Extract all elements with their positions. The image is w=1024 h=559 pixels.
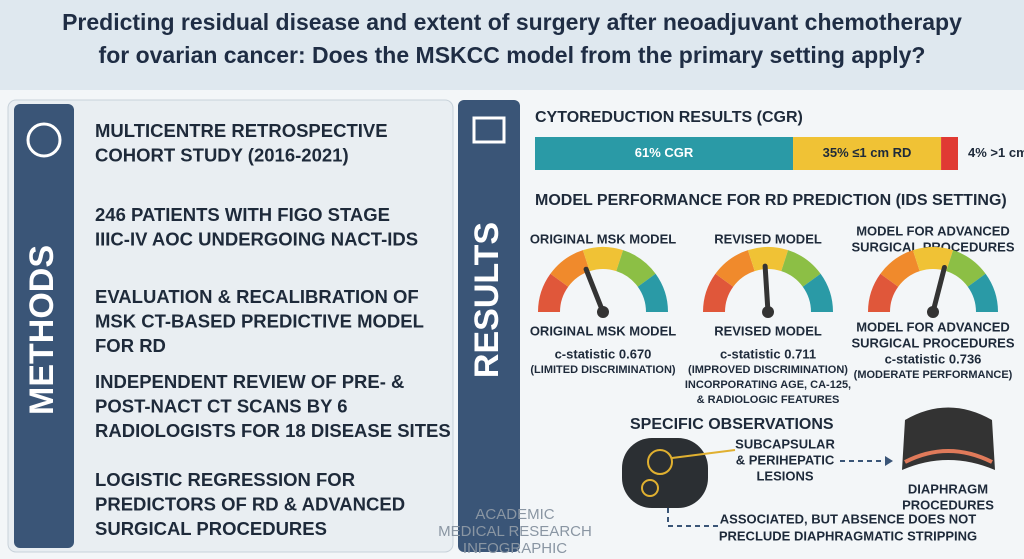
cgr-label: 4% >1 cm RD [968, 145, 1024, 160]
procedure-label: PROCEDURES [902, 497, 994, 512]
c-statistic: c-statistic 0.736 [885, 351, 982, 366]
gauge-arc [880, 250, 921, 288]
gear-icon [26, 122, 62, 158]
method-item: RADIOLOGISTS FOR 18 DISEASE SITES [95, 420, 451, 441]
method-item: EVALUATION & RECALIBRATION OF [95, 286, 419, 307]
methods-band [14, 104, 74, 548]
gauge-arc [637, 273, 668, 313]
watermark: ACADEMIC [475, 506, 554, 523]
results-label: RESULTS [468, 222, 506, 378]
method-item: LOGISTIC REGRESSION FOR [95, 469, 355, 490]
cgr-title: CYTOREDUCTION RESULTS (CGR) [535, 109, 803, 126]
observations-title: SPECIFIC OBSERVATIONS [630, 416, 834, 433]
diaphragm-line [904, 449, 993, 464]
lesion-label: LESIONS [756, 468, 813, 483]
pointer [671, 449, 736, 459]
gauge-hub [762, 306, 774, 318]
performance-title: MODEL PERFORMANCE FOR RD PREDICTION (IDS… [535, 192, 1007, 209]
cgr-label: 35% ≤1 cm RD [823, 145, 912, 160]
method-item: PREDICTORS OF RD & ADVANCED [95, 493, 405, 514]
cgr-segment [535, 137, 794, 170]
method-item: COHORT STUDY (2016-2021) [95, 144, 349, 165]
gauge-arc [747, 247, 789, 272]
cgr-segment [793, 137, 942, 170]
gauge-arc [615, 250, 656, 288]
observation-note: ASSOCIATED, BUT ABSENCE DOES NOT [720, 511, 976, 526]
gauge-needle [583, 266, 606, 315]
method-item: IIIC-IV AOC UNDERGOING NACT-IDS [95, 228, 418, 249]
lesion-label: & PERIHEPATIC [736, 452, 835, 467]
gauge-hub [597, 306, 609, 318]
method-item: MSK CT-BASED PREDICTIVE MODEL [95, 310, 424, 331]
arrow-head [885, 456, 893, 466]
gauge-arc [912, 247, 954, 272]
diaphragm-image [902, 407, 995, 470]
methods-label: METHODS [23, 245, 61, 415]
model-note: (MODERATE PERFORMANCE) [854, 369, 1013, 381]
model-note: (LIMITED DISCRIMINATION) [530, 364, 676, 376]
gauge-arc [967, 273, 998, 313]
model-name: ORIGINAL MSK MODEL [530, 323, 676, 338]
gauge-hub [927, 306, 939, 318]
gauge-arc [945, 250, 986, 288]
model-name: REVISED MODEL [714, 323, 822, 338]
model-name: SURGICAL PROCEDURES [851, 335, 1014, 350]
model-note: & RADIOLOGIC FEATURES [697, 394, 840, 406]
method-item: MULTICENTRE RETROSPECTIVE [95, 120, 388, 141]
gauge-arc [780, 250, 821, 288]
model-note: (IMPROVED DISCRIMINATION) [688, 364, 848, 376]
method-item: INDEPENDENT REVIEW OF PRE- & [95, 371, 404, 392]
methods-panel [7, 99, 454, 553]
method-item: FOR RD [95, 335, 166, 356]
gauge-arc [582, 247, 624, 272]
ct-highlight [641, 479, 659, 497]
method-item: 246 PATIENTS WITH FIGO STAGE [95, 204, 390, 225]
title: Predicting residual disease and extent o… [62, 9, 962, 35]
results-band [458, 100, 520, 552]
gauge-arc [538, 273, 569, 313]
gauge-arc [703, 273, 734, 313]
cgr-segment [941, 137, 958, 170]
model-name: MODEL FOR ADVANCED [856, 319, 1010, 334]
model-header: REVISED MODEL [714, 231, 822, 246]
gauge-arc [715, 250, 756, 288]
c-statistic: c-statistic 0.670 [555, 346, 652, 361]
header-band [0, 0, 1024, 90]
method-item: SURGICAL PROCEDURES [95, 518, 327, 539]
observation-note: PRECLUDE DIAPHRAGMATIC STRIPPING [719, 528, 977, 543]
model-header: MODEL FOR ADVANCED [856, 223, 1010, 238]
procedure-label: DIAPHRAGM [908, 481, 988, 496]
model-header: ORIGINAL MSK MODEL [530, 231, 676, 246]
lesion-label: SUBCAPSULAR [735, 436, 835, 451]
gauge-needle [762, 263, 771, 315]
gauge-needle [930, 264, 947, 315]
watermark: MEDICAL RESEARCH [438, 523, 592, 540]
c-statistic: c-statistic 0.711 [720, 346, 816, 361]
cgr-label: 61% CGR [635, 145, 694, 160]
title: for ovarian cancer: Does the MSKCC model… [99, 42, 926, 68]
ct-highlight [647, 449, 673, 475]
gauge-arc [868, 273, 899, 313]
gauge-arc [550, 250, 591, 288]
method-item: POST-NACT CT SCANS BY 6 [95, 395, 348, 416]
chart-icon [472, 116, 506, 144]
gauge-arc [802, 273, 833, 313]
watermark: INFOGRAPHIC [463, 540, 567, 557]
model-note: INCORPORATING AGE, CA-125, [685, 379, 851, 391]
